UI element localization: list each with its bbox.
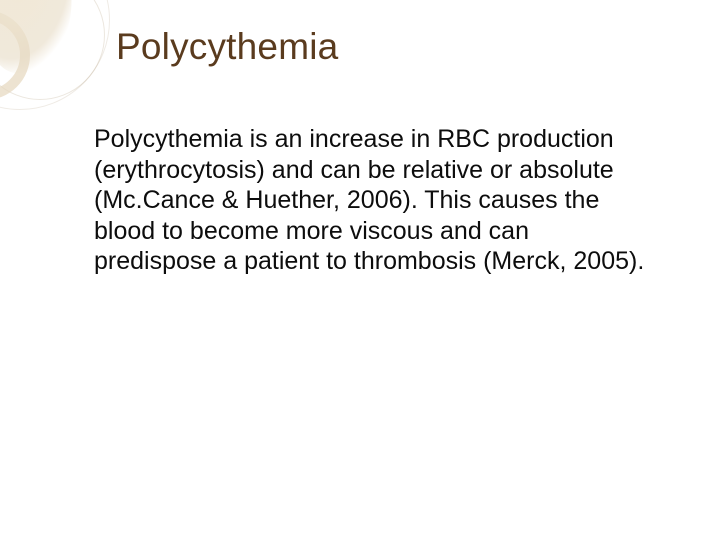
deco-leaf xyxy=(0,0,82,82)
slide-body-text: Polycythemia is an increase in RBC produ… xyxy=(94,124,650,277)
slide-title: Polycythemia xyxy=(116,26,338,68)
deco-ring-thick xyxy=(0,10,30,100)
deco-ring-outer xyxy=(0,0,110,110)
deco-ring-mid xyxy=(0,0,105,100)
